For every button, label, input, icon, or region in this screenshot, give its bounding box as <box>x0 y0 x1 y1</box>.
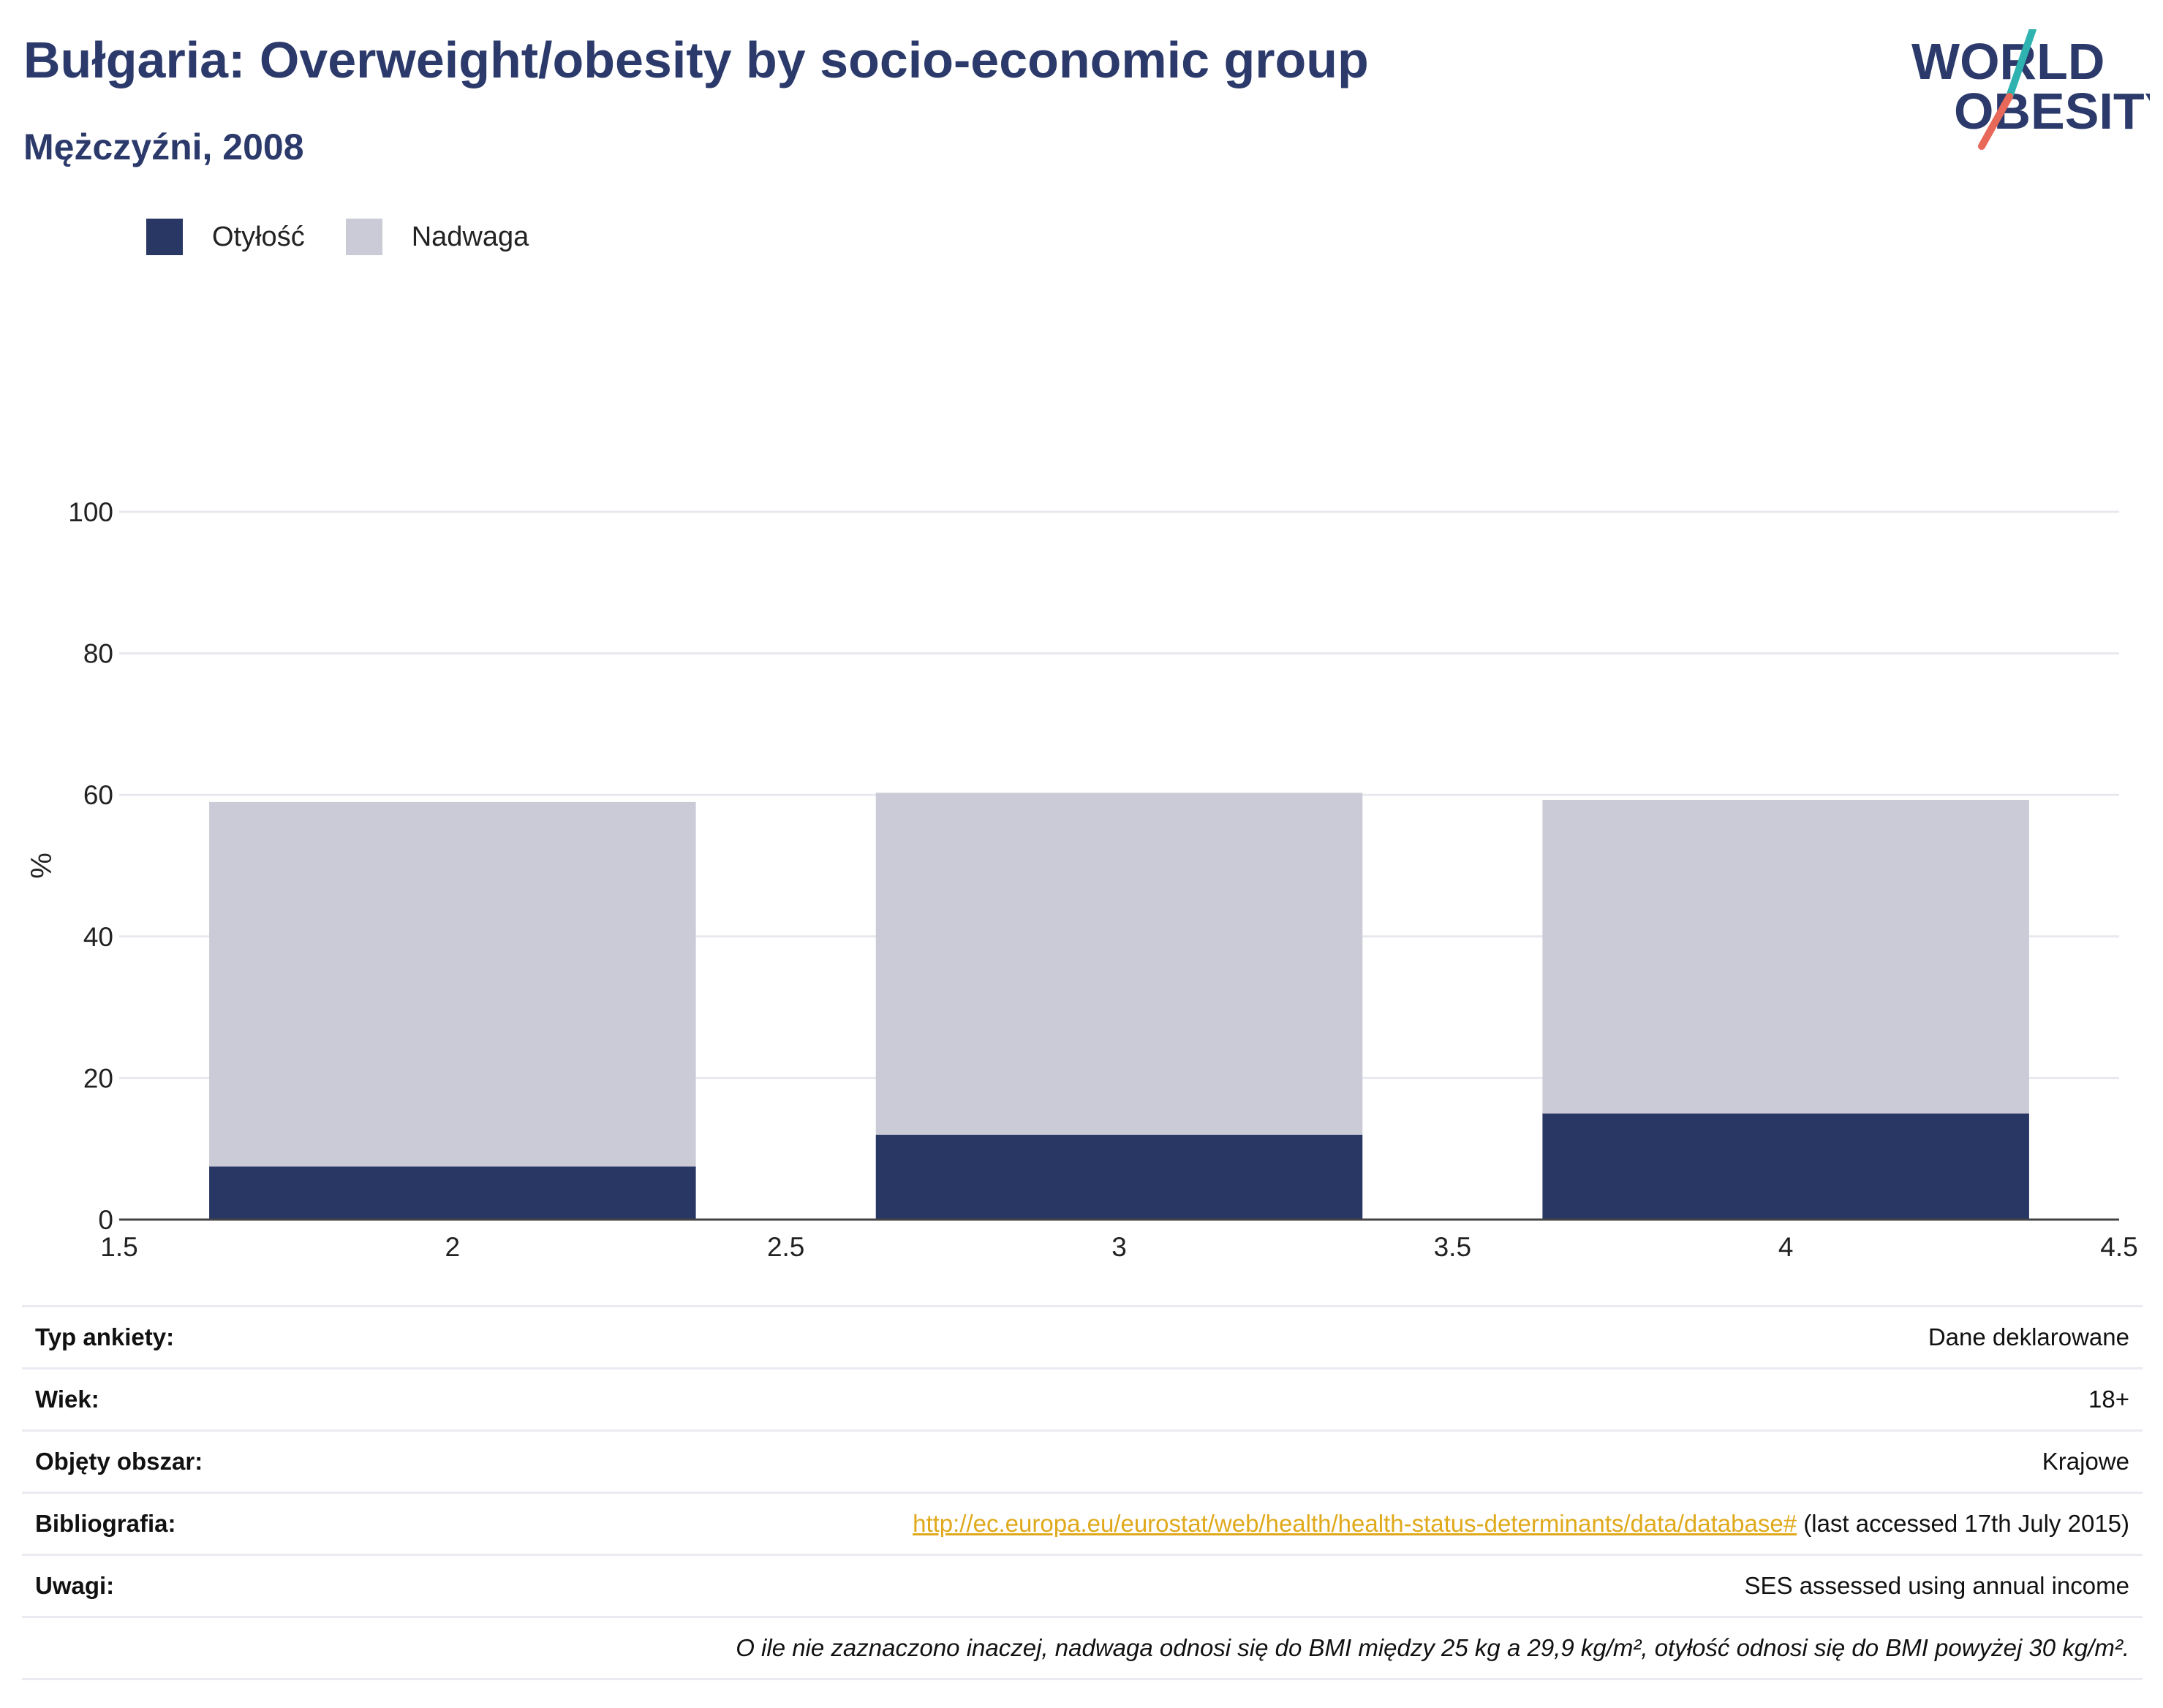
info-label-coverage: Objęty obszar: <box>35 1448 203 1475</box>
x-tick-label: 2.5 <box>767 1232 804 1262</box>
info-value-notes: SES assessed using annual income <box>1744 1572 2130 1599</box>
info-row-age: Wiek: 18+ <box>22 1367 2143 1429</box>
bar-overweight <box>875 793 1363 1135</box>
info-row-coverage: Objęty obszar: Krajowe <box>22 1429 2143 1492</box>
legend-swatch-overweight <box>345 219 382 255</box>
chart-legend: Otyłość Nadwaga <box>146 216 570 257</box>
legend-item-obesity[interactable]: Otyłość <box>146 219 305 255</box>
y-tick-label: 20 <box>83 1063 113 1093</box>
bibliography-suffix: (last accessed 17th July 2015) <box>1797 1510 2129 1537</box>
info-label-survey-type: Typ ankiety: <box>35 1323 175 1350</box>
info-label-notes: Uwagi: <box>35 1572 115 1599</box>
info-row-survey-type: Typ ankiety: Dane deklarowane <box>22 1305 2143 1367</box>
x-tick-label: 3.5 <box>1434 1232 1471 1262</box>
x-tick-label: 4 <box>1778 1232 1794 1262</box>
y-axis-label: % <box>26 853 58 879</box>
info-label-age: Wiek: <box>35 1386 99 1413</box>
logo-text-obesity: OBESITY <box>1954 83 2150 140</box>
info-value-bibliography: http://ec.europa.eu/eurostat/web/health/… <box>913 1510 2143 1538</box>
info-table: Typ ankiety: Dane deklarowane Wiek: 18+ … <box>22 1305 2143 1680</box>
y-tick-label: 60 <box>83 780 113 810</box>
bar-overweight <box>1542 799 2029 1114</box>
logo-slash-top <box>2006 29 2036 100</box>
logo-text-world: WORLD <box>1911 33 2105 90</box>
info-footnote: O ile nie zaznaczono inaczej, nadwaga od… <box>736 1634 2129 1661</box>
logo-slash-bottom <box>1978 93 2013 150</box>
y-tick-label: 40 <box>83 922 113 952</box>
y-tick-label: 0 <box>98 1205 113 1235</box>
legend-swatch-obesity <box>146 219 183 255</box>
x-tick-label: 1.5 <box>100 1232 137 1262</box>
chart-subtitle: Mężczyźni, 2008 <box>23 126 304 167</box>
bar-overweight <box>209 801 696 1167</box>
info-value-age: 18+ <box>2088 1386 2129 1413</box>
info-label-bibliography: Bibliografia: <box>35 1510 176 1537</box>
legend-label-obesity: Otyłość <box>212 221 305 252</box>
info-value-survey-type: Dane deklarowane <box>1928 1323 2129 1350</box>
bar-obesity <box>209 1166 696 1220</box>
world-obesity-logo: WORLD OBESITY <box>1911 29 2150 150</box>
info-row-notes: Uwagi: SES assessed using annual income <box>22 1554 2143 1616</box>
legend-label-overweight: Nadwaga <box>411 221 529 252</box>
x-tick-label: 2 <box>445 1232 461 1262</box>
bibliography-link[interactable]: http://ec.europa.eu/eurostat/web/health/… <box>913 1510 1797 1537</box>
chart-title: Bułgaria: Overweight/obesity by socio-ec… <box>23 31 1369 88</box>
stacked-bar-chart: 0 20 40 60 80 100 1.5 2 2.5 3 3.5 4 4.5% <box>26 497 2138 1262</box>
bar-obesity <box>1542 1113 2029 1220</box>
y-tick-label: 100 <box>68 497 113 527</box>
x-tick-label: 4.5 <box>2100 1232 2137 1262</box>
info-row-bibliography: Bibliografia: http://ec.europa.eu/eurost… <box>22 1492 2143 1554</box>
info-value-coverage: Krajowe <box>2042 1448 2129 1475</box>
legend-item-overweight[interactable]: Nadwaga <box>345 219 529 255</box>
y-tick-label: 80 <box>83 639 113 669</box>
x-tick-label: 3 <box>1111 1232 1127 1262</box>
info-row-footnote: O ile nie zaznaczono inaczej, nadwaga od… <box>22 1616 2143 1680</box>
bar-obesity <box>875 1134 1363 1220</box>
